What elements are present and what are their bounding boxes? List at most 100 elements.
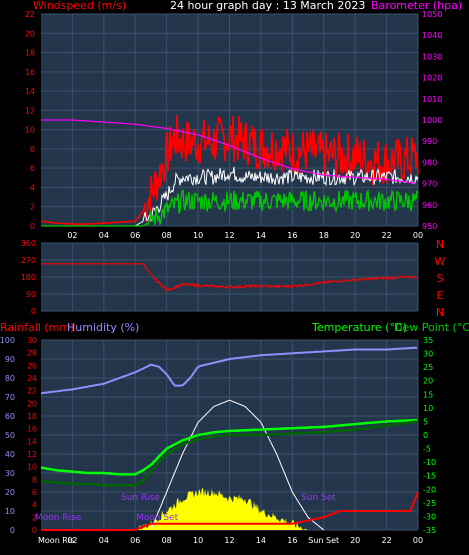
bottom-row-label: Moon Ris bbox=[38, 536, 74, 545]
humidity-tick-label: 30 bbox=[5, 469, 15, 478]
temperature-tick-label: 30 bbox=[423, 350, 433, 359]
baro-tick-label: 990 bbox=[422, 137, 437, 146]
wind-grid bbox=[41, 13, 419, 227]
rainfall-tick-label: 16 bbox=[27, 425, 37, 434]
rainfall-tick-label: 26 bbox=[27, 361, 37, 370]
temperature-tick-label: 5 bbox=[423, 417, 428, 426]
barometer-title: Barometer (hpa) bbox=[371, 0, 462, 12]
humidity-tick-label: 70 bbox=[5, 393, 15, 402]
baro-tick-label: 1000 bbox=[422, 116, 442, 125]
baro-tick-label: 970 bbox=[422, 180, 437, 189]
windspeed-title: Windspeed (m/s) bbox=[33, 0, 126, 12]
climate-grid bbox=[41, 339, 419, 531]
hour-tick-label: 08 bbox=[162, 231, 172, 240]
compass-letter: W bbox=[435, 255, 446, 268]
baro-tick-label: 1050 bbox=[422, 10, 442, 19]
wind-tick-label: 22 bbox=[25, 10, 35, 19]
bottom-row-label: 10 bbox=[193, 536, 203, 545]
humidity-tick-label: 80 bbox=[5, 374, 15, 383]
wind-tick-label: 16 bbox=[25, 68, 35, 77]
wind-tick-label: 6 bbox=[30, 164, 35, 173]
solar-area bbox=[41, 487, 418, 530]
rainfall-tick-label: 12 bbox=[27, 450, 37, 459]
bottom-row-label: 08 bbox=[162, 536, 172, 545]
wind-tick-label: 10 bbox=[25, 126, 35, 135]
bottom-row-label: 22 bbox=[381, 536, 391, 545]
temperature-tick-label: 0 bbox=[423, 431, 428, 440]
hour-tick-label: 20 bbox=[350, 231, 360, 240]
temperature-tick-label: -20 bbox=[423, 485, 436, 494]
compass-letter: E bbox=[437, 289, 444, 302]
sun-rise-annotation: Sun Rise bbox=[121, 493, 160, 503]
rainfall-tick-label: 18 bbox=[27, 412, 37, 421]
dewpoint-line bbox=[40, 420, 418, 487]
temperature-tick-label: 20 bbox=[423, 377, 433, 386]
temperature-tick-label: -30 bbox=[423, 512, 436, 521]
direction-grid bbox=[41, 242, 419, 312]
bottom-row-label: 04 bbox=[99, 536, 109, 545]
direction-tick-label: 180 bbox=[21, 273, 36, 282]
dewpoint-label: Dew Point (°C) bbox=[394, 321, 469, 334]
bottom-row-label: Sun Set bbox=[308, 536, 339, 545]
humidity-tick-label: 60 bbox=[5, 412, 15, 421]
bottom-row-label: 00 bbox=[413, 536, 423, 545]
humidity-tick-label: 20 bbox=[5, 488, 15, 497]
humidity-label: Humidity (%) bbox=[67, 321, 139, 334]
barometer-line bbox=[41, 119, 417, 184]
direction-tick-label: 0 bbox=[31, 307, 36, 316]
baro-tick-label: 1020 bbox=[422, 74, 442, 83]
hour-tick-label: 18 bbox=[319, 231, 329, 240]
temperature-tick-label: -35 bbox=[423, 526, 436, 535]
compass-letter: N bbox=[436, 238, 444, 251]
bottom-row-label: 06 bbox=[130, 536, 140, 545]
moon-rise-annotation: Moon Rise bbox=[35, 513, 82, 523]
bottom-row-label: 12 bbox=[224, 536, 234, 545]
compass-letter: N bbox=[436, 306, 444, 319]
rainfall-tick-label: 30 bbox=[27, 336, 37, 345]
hour-tick-label: 14 bbox=[256, 231, 266, 240]
hour-tick-label: 06 bbox=[130, 231, 140, 240]
baro-tick-label: 950 bbox=[422, 222, 437, 231]
wind-tick-label: 0 bbox=[30, 222, 35, 231]
rainfall-tick-label: 10 bbox=[27, 463, 37, 472]
humidity-tick-label: 10 bbox=[5, 507, 15, 516]
humidity-line bbox=[40, 346, 418, 395]
chart-title: 24 hour graph day : 13 March 2023 bbox=[170, 0, 365, 12]
sun-set-annotation: Sun Set bbox=[301, 493, 336, 503]
bottom-row-label: 20 bbox=[350, 536, 360, 545]
climate-series bbox=[40, 346, 419, 531]
wind-gust-line bbox=[40, 114, 419, 225]
temperature-tick-label: -10 bbox=[423, 458, 436, 467]
hour-tick-label: 04 bbox=[99, 231, 109, 240]
moon-set-annotation: Moon Set bbox=[136, 513, 179, 523]
temperature-label: Temperature (°C) bbox=[311, 321, 407, 334]
rainfall-label: Rainfall (mm) bbox=[0, 321, 74, 334]
humidity-tick-label: 40 bbox=[5, 450, 15, 459]
wind-direction-line bbox=[41, 263, 419, 292]
temperature-tick-label: -15 bbox=[423, 472, 436, 481]
climate-axes: 0102030405060708090100024681012141618202… bbox=[0, 336, 436, 535]
hour-tick-label: 10 bbox=[193, 231, 203, 240]
baro-tick-label: 960 bbox=[422, 201, 437, 210]
rainfall-tick-label: 20 bbox=[27, 399, 37, 408]
hour-tick-label: 22 bbox=[381, 231, 391, 240]
bottom-row-label: 14 bbox=[256, 536, 266, 545]
wind-tick-label: 2 bbox=[30, 203, 35, 212]
rainfall-tick-label: 14 bbox=[27, 437, 37, 446]
hour-tick-label: 00 bbox=[413, 231, 423, 240]
wind-tick-label: 12 bbox=[25, 106, 35, 115]
rainfall-tick-label: 22 bbox=[27, 387, 37, 396]
wind-tick-label: 18 bbox=[25, 49, 35, 58]
temperature-tick-label: 35 bbox=[423, 336, 433, 345]
compass-letter: S bbox=[437, 272, 444, 285]
wind-axes: 0246810121416182022950960970980990100010… bbox=[25, 10, 443, 240]
humidity-tick-label: 100 bbox=[0, 336, 15, 345]
direction-series bbox=[41, 263, 419, 292]
wind-speed-line bbox=[41, 188, 419, 227]
temperature-tick-label: 25 bbox=[423, 363, 433, 372]
wind-tick-label: 20 bbox=[25, 29, 35, 38]
baro-tick-label: 1030 bbox=[422, 52, 442, 61]
